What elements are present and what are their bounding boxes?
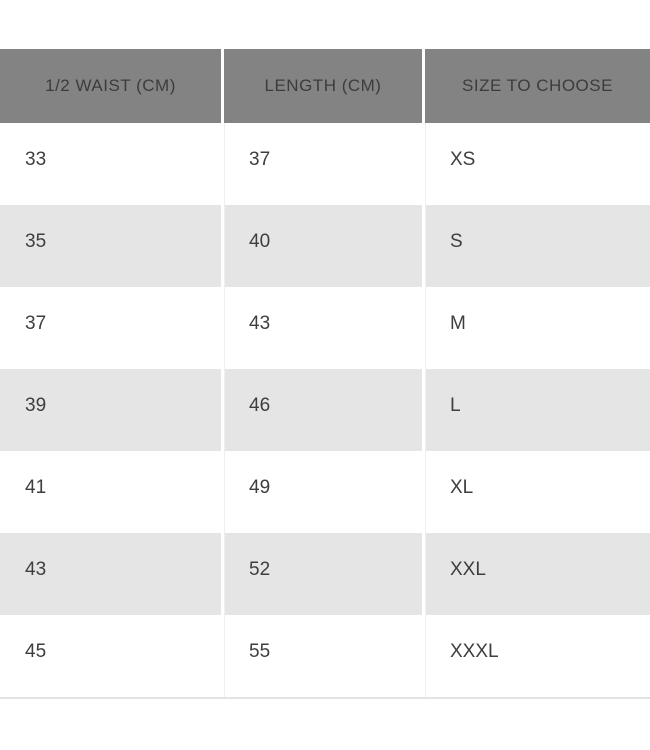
cell-size: L — [422, 369, 650, 451]
table-row-xl: 41 49 XL — [0, 451, 650, 533]
cell-length: 49 — [221, 451, 422, 533]
header-row: 1/2 WAIST (CM) LENGTH (CM) SIZE TO CHOOS… — [0, 49, 650, 123]
cell-length: 46 — [221, 369, 422, 451]
cell-size: XXXL — [422, 615, 650, 697]
table-row-xxl: 43 52 XXL — [0, 533, 650, 615]
table-row-xxxl: 45 55 XXXL — [0, 615, 650, 697]
column-header-half-waist: 1/2 WAIST (CM) — [0, 49, 221, 123]
cell-size: XXL — [422, 533, 650, 615]
column-header-length: LENGTH (CM) — [221, 49, 422, 123]
size-chart-table: 1/2 WAIST (CM) LENGTH (CM) SIZE TO CHOOS… — [0, 49, 650, 699]
cell-length: 40 — [221, 205, 422, 287]
cell-size: M — [422, 287, 650, 369]
cell-half-waist: 41 — [0, 451, 221, 533]
cell-length: 52 — [221, 533, 422, 615]
cell-size: XS — [422, 123, 650, 205]
cell-half-waist: 45 — [0, 615, 221, 697]
table-row-m: 37 43 M — [0, 287, 650, 369]
column-header-size-to-choose: SIZE TO CHOOSE — [422, 49, 650, 123]
cell-length: 43 — [221, 287, 422, 369]
table-row-l: 39 46 L — [0, 369, 650, 451]
cell-half-waist: 37 — [0, 287, 221, 369]
table-row-xs: 33 37 XS — [0, 123, 650, 205]
cell-length: 37 — [221, 123, 422, 205]
table-row-s: 35 40 S — [0, 205, 650, 287]
cell-half-waist: 43 — [0, 533, 221, 615]
cell-size: S — [422, 205, 650, 287]
cell-half-waist: 35 — [0, 205, 221, 287]
cell-half-waist: 33 — [0, 123, 221, 205]
cell-size: XL — [422, 451, 650, 533]
cell-half-waist: 39 — [0, 369, 221, 451]
cell-length: 55 — [221, 615, 422, 697]
